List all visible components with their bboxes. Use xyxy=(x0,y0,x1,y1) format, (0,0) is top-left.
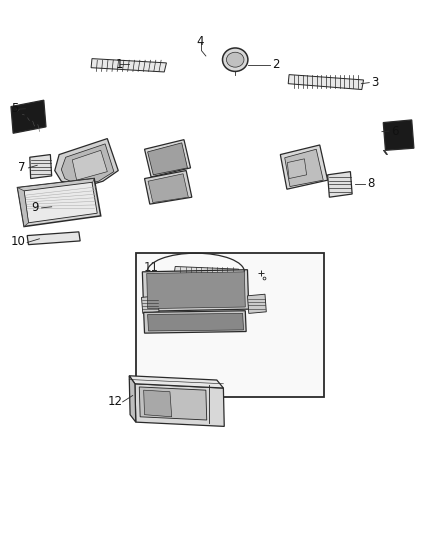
Text: 10: 10 xyxy=(11,236,26,248)
Polygon shape xyxy=(55,139,118,188)
Ellipse shape xyxy=(223,48,248,71)
Polygon shape xyxy=(145,140,191,177)
Polygon shape xyxy=(24,182,97,223)
Polygon shape xyxy=(145,171,192,204)
Polygon shape xyxy=(148,174,188,203)
Polygon shape xyxy=(18,188,28,227)
Polygon shape xyxy=(280,145,328,189)
Polygon shape xyxy=(288,75,364,90)
Polygon shape xyxy=(383,150,388,155)
Text: 5: 5 xyxy=(11,102,18,115)
Polygon shape xyxy=(141,296,159,313)
Text: 2: 2 xyxy=(272,58,280,71)
Polygon shape xyxy=(18,179,101,227)
Text: 7: 7 xyxy=(18,161,26,174)
Text: 6: 6 xyxy=(391,125,399,138)
Polygon shape xyxy=(144,390,172,417)
Polygon shape xyxy=(129,376,136,422)
Polygon shape xyxy=(129,376,223,388)
Polygon shape xyxy=(142,270,249,311)
Polygon shape xyxy=(72,150,107,180)
Polygon shape xyxy=(61,144,114,185)
Text: 1: 1 xyxy=(115,58,123,71)
Polygon shape xyxy=(174,266,239,276)
Text: 4: 4 xyxy=(197,35,205,48)
Polygon shape xyxy=(139,387,207,420)
Text: 11: 11 xyxy=(144,261,159,274)
Polygon shape xyxy=(11,100,46,133)
Bar xyxy=(136,253,324,397)
Polygon shape xyxy=(285,149,323,187)
Polygon shape xyxy=(135,384,224,426)
Text: 9: 9 xyxy=(31,201,39,214)
Polygon shape xyxy=(247,294,266,313)
Polygon shape xyxy=(27,232,80,245)
Polygon shape xyxy=(91,59,166,72)
Polygon shape xyxy=(144,311,246,333)
Polygon shape xyxy=(30,155,52,179)
Polygon shape xyxy=(328,172,352,197)
Text: 3: 3 xyxy=(371,76,378,88)
Polygon shape xyxy=(287,159,307,179)
Ellipse shape xyxy=(226,52,244,67)
Text: 12: 12 xyxy=(108,395,123,408)
Polygon shape xyxy=(383,120,414,150)
Polygon shape xyxy=(148,313,244,331)
Polygon shape xyxy=(18,179,94,193)
Polygon shape xyxy=(148,143,187,175)
Polygon shape xyxy=(147,272,245,309)
Text: 8: 8 xyxy=(367,177,374,190)
